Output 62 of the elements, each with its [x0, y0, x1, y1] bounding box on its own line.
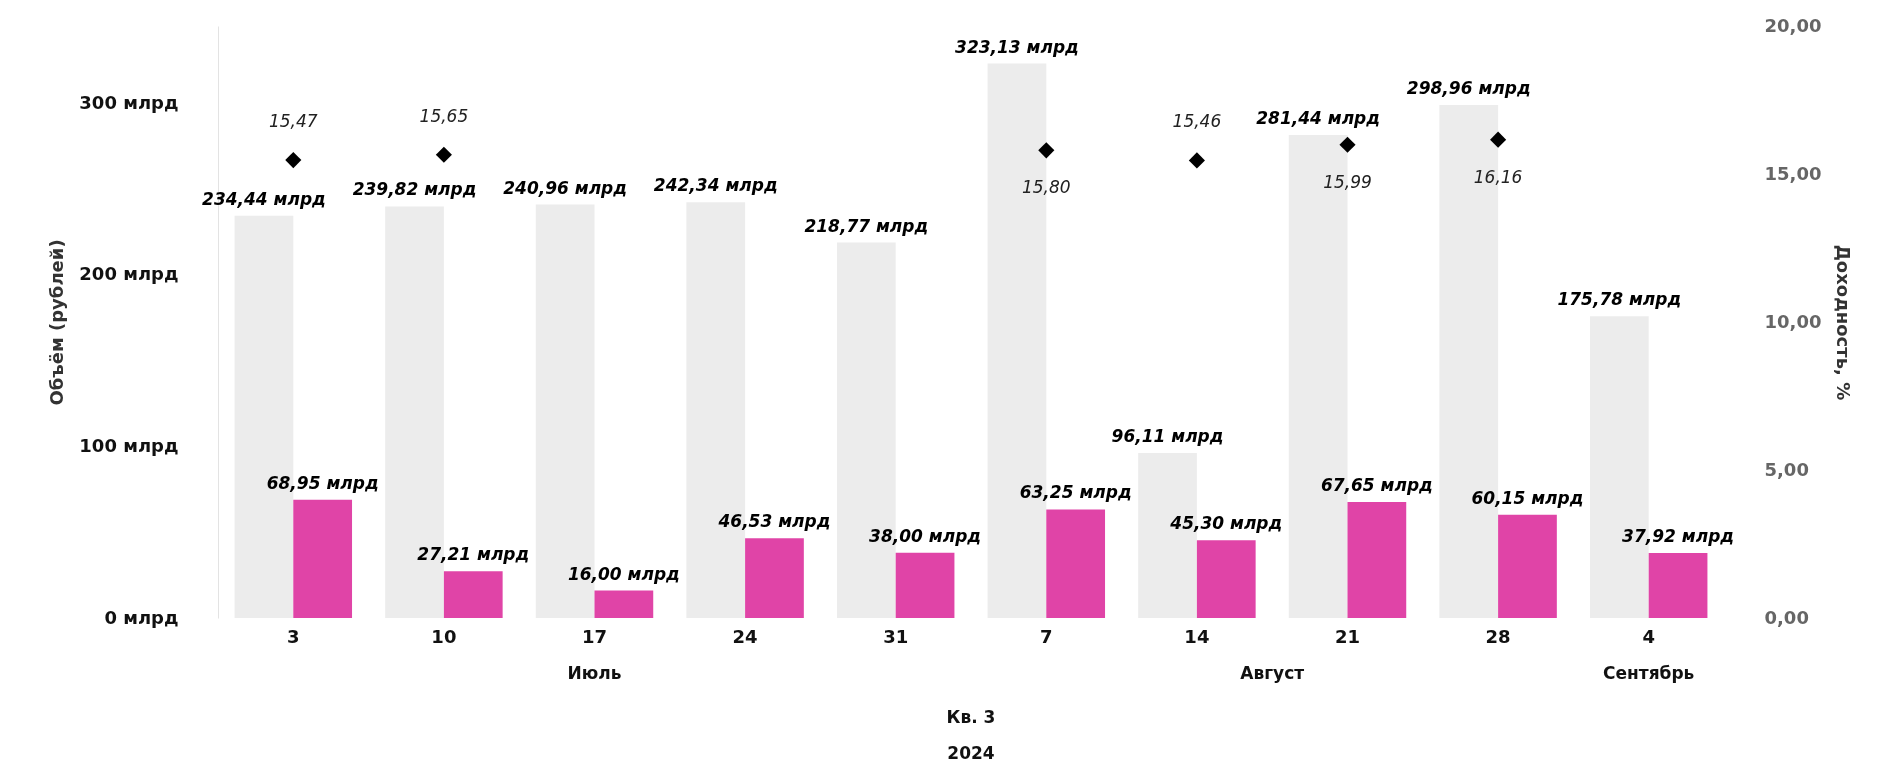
bar [443, 571, 503, 618]
bar [1498, 514, 1557, 618]
x-tick-label: 3 [287, 625, 300, 647]
data-label: 60,15 млрд [1471, 487, 1584, 508]
text: Кв. 3 [945, 706, 997, 728]
data-label: 15,99 [1323, 171, 1372, 192]
data-label: 46,53 млрд [717, 511, 831, 532]
x-tick-label: 7 [1040, 625, 1053, 647]
y-tick-label: 100 млрд [79, 434, 179, 456]
data-label: 16,16 [1473, 166, 1523, 187]
bar [594, 590, 654, 618]
y-tick-label: 200 млрд [79, 263, 179, 285]
data-label: 239,82 млрд [352, 179, 477, 200]
y-tick-label: 300 млрд [79, 91, 179, 113]
data-label: 234,44 млрд [202, 188, 326, 209]
data-label: 67,65 млрд [1320, 474, 1433, 495]
data-label: 27,21 млрд [417, 544, 530, 565]
x-tick-label: 17 [581, 625, 608, 647]
data-label: 281,44 млрд [1256, 108, 1381, 129]
y2-tick-label: 20,00 [1764, 14, 1822, 36]
text: Сентябрь [1602, 662, 1696, 684]
x-tick-label: 4 [1642, 625, 1655, 647]
data-label: 242,34 млрд [653, 175, 778, 196]
data-label: 96,11 млрд [1111, 426, 1224, 447]
x-tick-label: 31 [883, 625, 909, 647]
data-label: 68,95 млрд [266, 472, 379, 493]
bar [1347, 501, 1407, 618]
data-label: 240,96 млрд [503, 177, 628, 198]
data-label: 16,00 млрд [567, 563, 680, 584]
text: Июль [566, 662, 623, 684]
data-label: 37,92 млрд [1622, 525, 1735, 546]
data-label: 15,47 [268, 111, 318, 132]
data-label: 298,96 млрд [1406, 78, 1531, 98]
data-label: 15,65 [419, 105, 469, 126]
data-label: 45,30 млрд [1169, 513, 1283, 534]
bar [895, 552, 955, 618]
y2-axis-title: Доходность, % [1833, 244, 1855, 401]
data-label: 15,46 [1172, 111, 1222, 132]
y-tick-label: 0 млрд [104, 606, 179, 628]
text: Август [1239, 662, 1306, 684]
data-label: 323,13 млрд [955, 36, 1079, 57]
x-tick-label: 10 [431, 625, 457, 647]
y-axis-title: Объём (рублей) [46, 239, 68, 406]
bar [1648, 552, 1708, 618]
x-tick-label: 28 [1485, 625, 1511, 647]
data-label: 218,77 млрд [804, 215, 929, 236]
bar [293, 499, 353, 618]
data-label: 175,78 млрд [1557, 289, 1682, 310]
y2-tick-label: 5,00 [1764, 458, 1809, 480]
y2-tick-label: 10,00 [1764, 310, 1822, 332]
data-label: 15,80 [1021, 177, 1071, 198]
x-tick-label: 24 [732, 625, 758, 647]
text: 2024 [946, 742, 996, 763]
data-label: 63,25 млрд [1019, 482, 1132, 503]
x-tick-label: 21 [1334, 625, 1361, 647]
data-label: 38,00 млрд [869, 525, 982, 546]
bar [1046, 509, 1106, 618]
bar [745, 538, 804, 618]
bar [1196, 540, 1256, 618]
y2-tick-label: 0,00 [1764, 606, 1809, 628]
x-tick-label: 14 [1184, 625, 1210, 647]
y2-tick-label: 15,00 [1764, 162, 1822, 184]
